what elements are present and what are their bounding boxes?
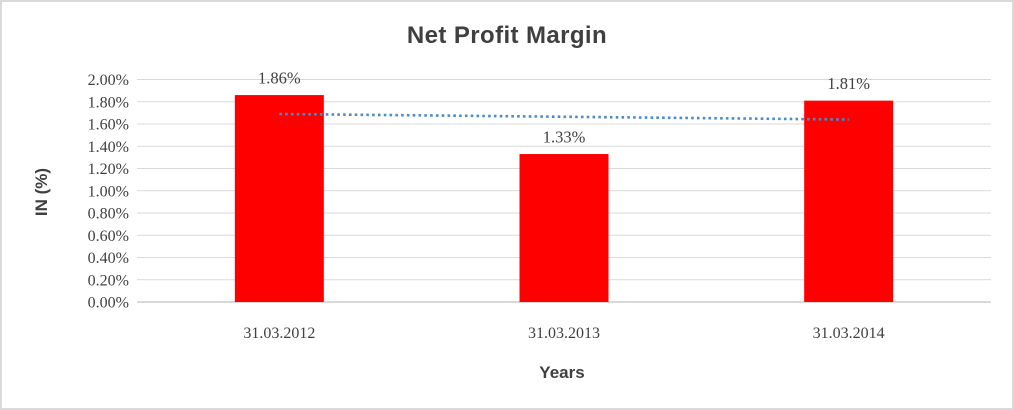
- y-tick-label: 0.80%: [88, 206, 129, 223]
- y-tick-label: 0.40%: [88, 250, 129, 267]
- bar: [234, 95, 324, 302]
- y-tick-label: 1.60%: [88, 117, 129, 134]
- bar: [804, 100, 894, 302]
- y-tick-label: 0.00%: [88, 295, 129, 312]
- y-tick-label: 0.60%: [88, 228, 129, 245]
- y-tick-label: 2.00%: [88, 72, 129, 89]
- trendline: [279, 112, 849, 121]
- chart-title: Net Profit Margin: [406, 22, 608, 49]
- x-tick-label: 31.03.2014: [813, 325, 885, 342]
- bar-value-label: 1.81%: [827, 74, 870, 93]
- y-tick-label: 1.00%: [88, 183, 129, 200]
- y-tick-label: 1.20%: [88, 161, 129, 178]
- x-axis-title: Years: [539, 363, 585, 382]
- y-tick-label: 1.40%: [88, 139, 129, 156]
- bar-value-label: 1.86%: [258, 69, 301, 88]
- x-tick-label: 31.03.2012: [243, 325, 315, 342]
- bar-value-label: 1.33%: [543, 128, 586, 147]
- y-tick-label: 1.80%: [88, 94, 129, 111]
- bar: [519, 154, 609, 302]
- y-tick-label: 0.20%: [88, 272, 129, 289]
- x-tick-label: 31.03.2013: [528, 325, 600, 342]
